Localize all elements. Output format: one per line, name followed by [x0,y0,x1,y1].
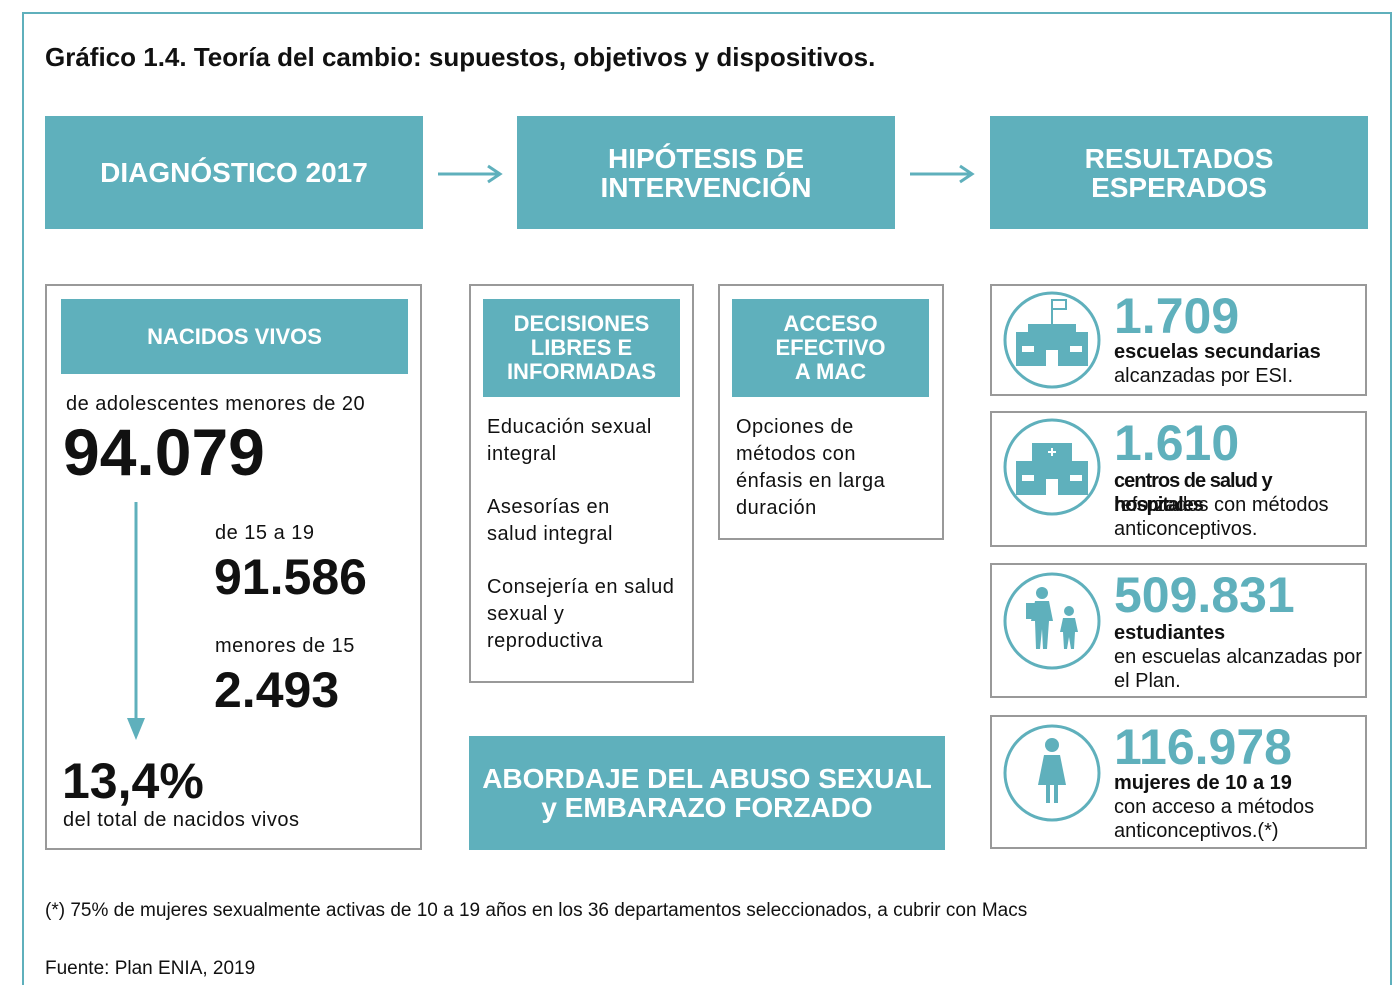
header: HIPÓTESIS DE INTERVENCIÓN [517,116,895,229]
result-label: centros de salud y hospitales [1114,470,1273,516]
group-label: de 15 a 19 [215,522,315,544]
hypothesis-heading-text: DECISIONES LIBRES E INFORMADAS [506,311,657,384]
group-value: 91.586 [214,549,367,605]
hypothesis-heading-text: ACCESO EFECTIVO A MAC [775,311,886,384]
diagnosis-box [45,284,422,850]
arrows [438,164,975,184]
result-detail: con acceso a métodos anticonceptivos.(*) [1114,796,1315,842]
subtitle: de adolescentes menores de 20 [66,393,366,415]
hypothesis-footer: ABORDAJE DEL ABUSO SEXUAL y EMBARAZO FOR… [469,736,945,850]
result-label: mujeres de 10 a 19 [1114,772,1292,794]
result-detail: alcanzadas por ESI. [1114,365,1293,387]
result: 1.610 centros de salud y hospitales refo… [990,411,1367,547]
result-detail: en escuelas alcanzadas por el Plan. [1114,646,1362,692]
header-text: HIPÓTESIS DE INTERVENCIÓN [600,142,812,203]
result-value: 116.978 [1114,719,1292,775]
hypothesis-item: Educación sexual integral [487,416,652,465]
school-icon [1003,291,1101,389]
total: 94.079 [63,415,265,489]
header: DIAGNÓSTICO 2017 [45,116,423,229]
hospital-icon [1003,418,1101,516]
hypothesis-box [469,284,694,683]
result-value: 1.709 [1114,288,1240,344]
result-label: escuelas secundarias [1114,341,1321,363]
share: 13,4% [62,753,204,809]
result: 1.709 escuelas secundarias alcanzadas po… [990,284,1367,396]
header: RESULTADOS ESPERADOS [990,116,1368,229]
hypothesis-box [718,284,944,540]
group-value: 2.493 [214,662,340,718]
hypothesis-footer-text: ABORDAJE DEL ABUSO SEXUAL y EMBARAZO FOR… [482,763,932,823]
hypothesis-item: Opciones de métodos con énfasis en larga… [736,416,886,519]
hypothesis-heading: DECISIONES LIBRES E INFORMADAS [483,299,680,397]
hypothesis-heading: ACCESO EFECTIVO A MAC [732,299,929,397]
header-text: DIAGNÓSTICO 2017 [100,157,368,188]
diagnosis-heading: NACIDOS VIVOS [61,299,408,374]
woman-icon [1003,724,1101,822]
students-icon [1003,572,1101,670]
result-value: 1.610 [1114,415,1240,471]
result-label: estudiantes [1114,622,1226,644]
group-label: menores de 15 [215,635,355,657]
result: 116.978 mujeres de 10 a 19 con acceso a … [990,715,1367,849]
share-label: del total de nacidos vivos [63,809,300,831]
source: Fuente: Plan ENIA, 2019 [45,958,256,979]
result-value: 509.831 [1114,567,1295,623]
title: Gráfico 1.4. Teoría del cambio: supuesto… [45,42,876,72]
hypothesis-item: Consejería en salud sexual y reproductiv… [487,576,675,652]
footnote: (*) 75% de mujeres sexualmente activas d… [45,900,1028,921]
frame [22,12,1392,985]
header-text: RESULTADOS ESPERADOS [1084,142,1274,203]
result: 509.831 estudiantes en escuelas alcanzad… [990,563,1367,698]
down-arrow [127,502,145,740]
result-detail: reforzados con métodos anticonceptivos. [1114,494,1329,540]
hypothesis-item: Asesorías en salud integral [487,496,613,545]
